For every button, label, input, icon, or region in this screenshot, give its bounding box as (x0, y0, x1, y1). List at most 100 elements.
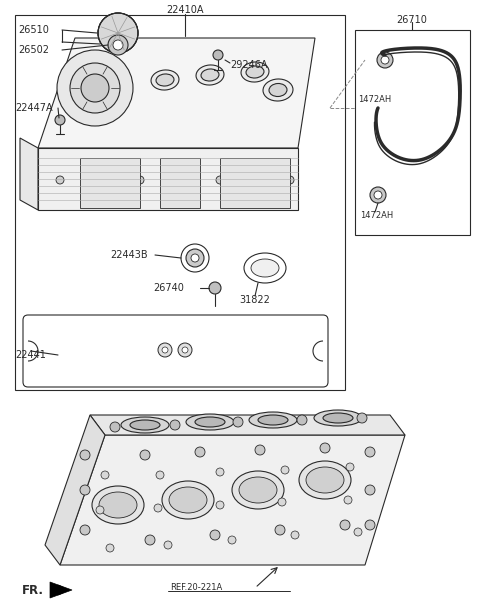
Circle shape (56, 176, 64, 184)
Circle shape (278, 498, 286, 506)
Circle shape (57, 50, 133, 126)
Ellipse shape (241, 62, 269, 82)
Circle shape (216, 468, 224, 476)
Circle shape (377, 52, 393, 68)
Ellipse shape (244, 253, 286, 283)
Circle shape (154, 504, 162, 512)
Circle shape (209, 282, 221, 294)
Circle shape (136, 176, 144, 184)
Ellipse shape (258, 415, 288, 425)
Ellipse shape (169, 487, 207, 513)
Ellipse shape (99, 492, 137, 518)
Text: 31822: 31822 (240, 295, 270, 305)
Circle shape (320, 443, 330, 453)
Circle shape (108, 35, 128, 55)
Circle shape (145, 535, 155, 545)
Polygon shape (38, 38, 315, 148)
Ellipse shape (299, 461, 351, 499)
Circle shape (228, 536, 236, 544)
Circle shape (80, 485, 90, 495)
Circle shape (80, 525, 90, 535)
Bar (355, 30, 470, 235)
Circle shape (354, 528, 362, 536)
Text: 26740: 26740 (153, 283, 184, 293)
Circle shape (340, 520, 350, 530)
Polygon shape (45, 415, 105, 565)
Polygon shape (90, 415, 405, 435)
Circle shape (195, 447, 205, 457)
Bar (160, 158, 200, 208)
Bar (15, 15, 345, 390)
Circle shape (98, 13, 138, 53)
Circle shape (70, 63, 120, 113)
Text: 1472AH: 1472AH (360, 211, 393, 219)
Circle shape (374, 191, 382, 199)
Circle shape (164, 541, 172, 549)
Ellipse shape (196, 65, 224, 85)
Ellipse shape (314, 410, 362, 426)
Ellipse shape (323, 413, 353, 423)
Circle shape (113, 40, 123, 50)
Circle shape (275, 525, 285, 535)
Ellipse shape (195, 417, 225, 427)
Circle shape (81, 74, 109, 102)
Text: 22447A: 22447A (15, 103, 53, 113)
Ellipse shape (263, 79, 293, 101)
Circle shape (156, 471, 164, 479)
Circle shape (96, 506, 104, 514)
Circle shape (365, 520, 375, 530)
Ellipse shape (162, 481, 214, 519)
Circle shape (158, 343, 172, 357)
Polygon shape (38, 148, 298, 210)
Circle shape (210, 530, 220, 540)
Circle shape (357, 413, 367, 423)
Circle shape (176, 176, 184, 184)
Ellipse shape (269, 83, 287, 96)
Ellipse shape (92, 486, 144, 524)
Polygon shape (20, 138, 38, 210)
Circle shape (346, 463, 354, 471)
Ellipse shape (306, 467, 344, 493)
Circle shape (178, 343, 192, 357)
Text: 1472AH: 1472AH (358, 96, 391, 105)
Circle shape (233, 417, 243, 427)
Circle shape (181, 244, 209, 272)
Circle shape (344, 496, 352, 504)
Circle shape (96, 176, 104, 184)
Circle shape (370, 187, 386, 203)
Text: 29246A: 29246A (230, 60, 267, 70)
Circle shape (213, 50, 223, 60)
Circle shape (365, 485, 375, 495)
Circle shape (286, 176, 294, 184)
Polygon shape (50, 582, 72, 598)
Circle shape (381, 56, 389, 64)
FancyBboxPatch shape (23, 315, 328, 387)
Circle shape (297, 415, 307, 425)
Circle shape (55, 115, 65, 125)
Circle shape (140, 450, 150, 460)
Text: 26510: 26510 (18, 25, 49, 35)
Circle shape (255, 445, 265, 455)
Circle shape (110, 422, 120, 432)
Bar (220, 158, 290, 208)
Polygon shape (60, 435, 405, 565)
Text: FR.: FR. (22, 583, 44, 596)
Ellipse shape (251, 259, 279, 277)
Circle shape (101, 471, 109, 479)
Ellipse shape (151, 70, 179, 90)
Circle shape (216, 501, 224, 509)
Circle shape (162, 347, 168, 353)
Circle shape (106, 544, 114, 552)
Bar (80, 158, 140, 208)
Circle shape (291, 531, 299, 539)
Ellipse shape (246, 66, 264, 78)
Text: 22441: 22441 (15, 350, 46, 360)
Text: 26502: 26502 (18, 45, 49, 55)
Ellipse shape (249, 412, 297, 428)
Text: 22410A: 22410A (166, 5, 204, 15)
Circle shape (191, 254, 199, 262)
Circle shape (186, 249, 204, 267)
Ellipse shape (121, 417, 169, 433)
Ellipse shape (201, 69, 219, 81)
Text: REF.20-221A: REF.20-221A (170, 582, 222, 591)
